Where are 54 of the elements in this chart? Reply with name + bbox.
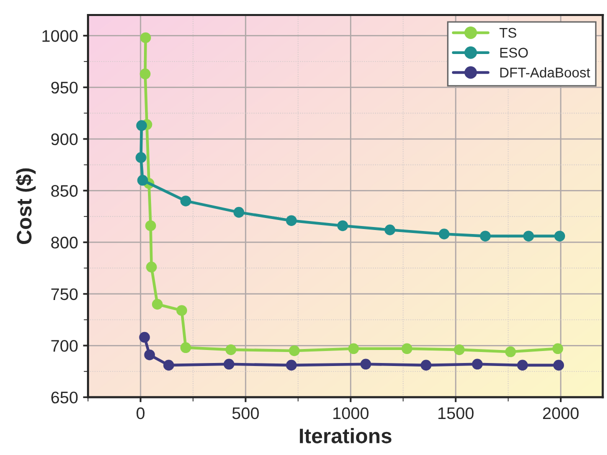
y-tick-label: 1000: [42, 30, 78, 42]
point: [146, 262, 157, 272]
point: [286, 360, 297, 371]
point: [286, 215, 297, 226]
point: [348, 343, 359, 354]
point: [420, 360, 432, 371]
y-tick-label: 900: [51, 133, 78, 146]
point: [552, 343, 564, 354]
point: [402, 343, 412, 354]
point: [517, 360, 528, 371]
x-tick-label: 2000: [543, 407, 579, 420]
point: [384, 224, 396, 236]
point: [140, 32, 151, 44]
point: [180, 342, 192, 354]
point: [360, 358, 372, 370]
x-tick-label: 500: [232, 407, 259, 420]
y-tick-label: 750: [51, 288, 78, 300]
y-tick-label: 700: [51, 340, 78, 352]
point: [139, 332, 150, 343]
point: [472, 358, 483, 370]
legend-label: ESO: [500, 48, 528, 58]
point: [523, 230, 534, 242]
point: [233, 206, 244, 218]
point: [454, 344, 465, 356]
point: [505, 346, 516, 358]
point: [137, 174, 148, 186]
point: [145, 220, 156, 232]
point: [140, 68, 151, 80]
point: [337, 220, 348, 232]
point: [152, 298, 163, 310]
point: [288, 345, 300, 356]
y-axis-title: Cost ($): [16, 168, 36, 244]
point: [144, 349, 155, 360]
y-tick-label: 650: [51, 392, 78, 404]
point: [480, 230, 491, 242]
point: [136, 152, 146, 163]
point: [136, 120, 147, 131]
y-tick-label: 850: [51, 185, 78, 197]
y-tick-label: 950: [51, 82, 78, 94]
x-axis-title: Iterations: [300, 428, 392, 444]
x-tick-label: 0: [136, 407, 145, 420]
point: [226, 344, 236, 356]
point: [176, 305, 188, 316]
x-tick-label: 1000: [333, 407, 369, 420]
point: [553, 360, 564, 371]
point: [554, 230, 566, 242]
legend-label: TS: [499, 28, 516, 38]
point: [224, 358, 234, 370]
legend-label: DFT-AdaBoost: [500, 67, 590, 78]
point: [163, 360, 174, 371]
point: [180, 196, 192, 206]
y-tick-label: 800: [51, 236, 78, 248]
point: [438, 228, 450, 240]
x-tick-label: 1500: [438, 407, 474, 420]
